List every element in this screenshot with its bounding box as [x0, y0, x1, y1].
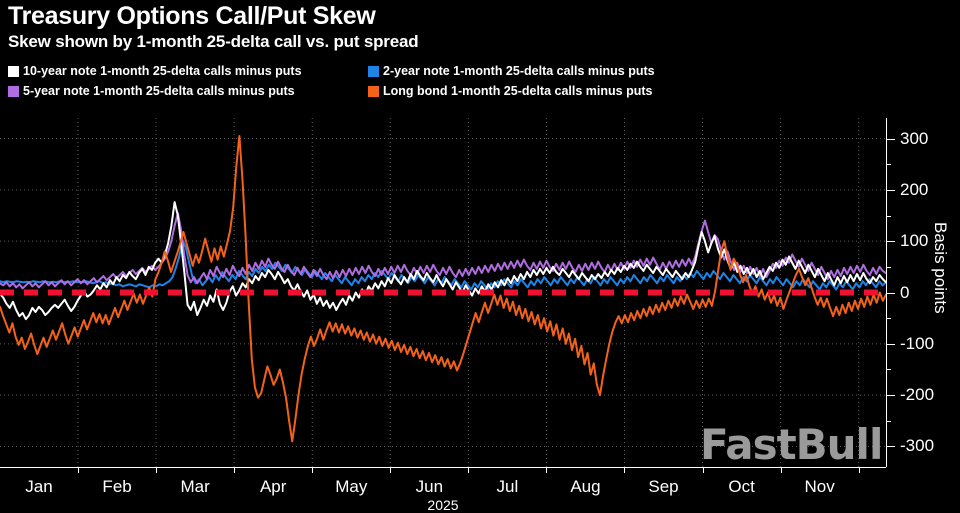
y-minor-tick: [886, 266, 891, 268]
x-axis-year-label: 2025: [427, 497, 459, 513]
legend-label-5-year: 5-year note 1-month 25-delta calls minus…: [23, 84, 295, 98]
x-tick-mark: [546, 467, 548, 473]
plot-area: [0, 118, 886, 467]
y-minor-tick: [886, 164, 891, 166]
y-tick-mark: [886, 395, 895, 397]
y-axis: 300 200 100 0 -100 -200 -300: [886, 118, 960, 467]
x-tick-mark: [156, 467, 158, 473]
legend-label-2-year: 2-year note 1-month 25-delta calls minus…: [383, 64, 655, 78]
x-axis-line: [0, 467, 886, 468]
y-tick-mark: [886, 446, 895, 448]
y-tick-label: 300: [900, 128, 929, 148]
legend-row-1: 10-year note 1-month 25-delta calls minu…: [8, 64, 708, 84]
x-tick-mark: [234, 467, 236, 473]
y-tick-label: -200: [900, 385, 935, 405]
chart-canvas: [0, 118, 886, 467]
legend-row-2: 5-year note 1-month 25-delta calls minus…: [8, 84, 708, 104]
y-tick-label: 100: [900, 231, 929, 251]
legend-label-long-bond: Long bond 1-month 25-delta calls minus p…: [383, 84, 653, 98]
legend-swatch-2-year: [368, 65, 379, 77]
x-tick-mark: [780, 467, 782, 473]
y-tick-label: 200: [900, 179, 929, 199]
x-tick-label: Apr: [259, 477, 287, 496]
y-minor-tick: [886, 215, 891, 217]
page-subtitle: Skew shown by 1-month 25-delta call vs. …: [8, 32, 419, 51]
x-tick-mark: [390, 467, 392, 473]
y-minor-tick: [886, 318, 891, 320]
legend-item-5-year: 5-year note 1-month 25-delta calls minus…: [8, 84, 368, 98]
x-tick-mark: [702, 467, 704, 473]
x-tick-label: Oct: [728, 477, 755, 496]
legend-swatch-long-bond: [368, 85, 379, 97]
y-tick-mark: [886, 138, 895, 140]
x-tick-label: Nov: [804, 477, 835, 496]
x-tick-label: Jan: [25, 477, 53, 496]
y-tick-label: -300: [900, 436, 935, 456]
x-tick-label: May: [335, 477, 368, 496]
x-tick-mark: [858, 467, 860, 473]
x-tick-label: Aug: [570, 477, 601, 496]
y-minor-tick: [886, 369, 891, 371]
y-tick-mark: [886, 292, 895, 294]
y-tick-label: 0: [900, 282, 910, 302]
y-tick-mark: [886, 189, 895, 191]
legend-swatch-10-year: [8, 65, 19, 77]
x-tick-label: Jul: [496, 477, 519, 496]
x-tick-mark: [624, 467, 626, 473]
x-tick-mark: [78, 467, 80, 473]
page-title: Treasury Options Call/Put Skew: [8, 2, 376, 30]
legend-item-10-year: 10-year note 1-month 25-delta calls minu…: [8, 64, 368, 78]
fastbull-watermark: FastBull: [700, 420, 883, 469]
y-tick-mark: [886, 241, 895, 243]
legend-swatch-5-year: [8, 85, 19, 97]
legend-label-10-year: 10-year note 1-month 25-delta calls minu…: [23, 64, 302, 78]
x-tick-label: Jun: [415, 477, 444, 496]
y-tick-mark: [886, 343, 895, 345]
x-tick-mark: [312, 467, 314, 473]
y-minor-tick: [886, 420, 891, 422]
chart-legend: 10-year note 1-month 25-delta calls minu…: [8, 64, 708, 104]
x-tick-mark: [468, 467, 470, 473]
x-tick-label: Mar: [180, 477, 210, 496]
x-tick-label: Sep: [648, 477, 679, 496]
legend-item-long-bond: Long bond 1-month 25-delta calls minus p…: [368, 84, 652, 98]
x-tick-label: Feb: [102, 477, 132, 496]
y-tick-label: -100: [900, 333, 935, 353]
y-axis-title: Basis points: [931, 222, 950, 314]
legend-item-2-year: 2-year note 1-month 25-delta calls minus…: [368, 64, 655, 78]
